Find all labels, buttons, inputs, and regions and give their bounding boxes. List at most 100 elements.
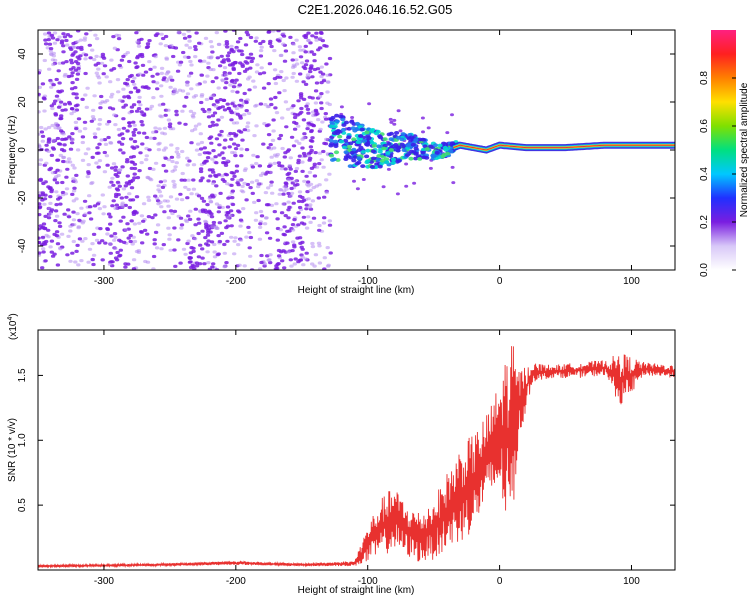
- noise-point: [70, 81, 75, 85]
- noise-point: [281, 32, 286, 36]
- signal-point: [360, 164, 366, 169]
- noise-point: [232, 239, 237, 243]
- noise-point: [91, 253, 97, 257]
- noise-point: [61, 50, 66, 54]
- noise-point: [147, 60, 152, 64]
- noise-point: [213, 226, 218, 230]
- noise-point: [189, 246, 194, 250]
- noise-point: [97, 241, 102, 245]
- noise-point: [300, 160, 305, 164]
- signal-point: [380, 158, 386, 163]
- noise-point: [59, 116, 64, 121]
- noise-point: [162, 132, 168, 136]
- noise-point: [263, 103, 268, 107]
- noise-point: [43, 42, 49, 46]
- noise-point: [53, 99, 58, 103]
- noise-point: [319, 158, 324, 162]
- noise-point: [132, 82, 137, 86]
- noise-point: [178, 192, 183, 196]
- noise-point: [124, 181, 130, 185]
- noise-point: [224, 81, 229, 85]
- noise-point: [272, 210, 277, 214]
- noise-point: [92, 57, 97, 62]
- noise-point: [78, 38, 84, 42]
- noise-point: [298, 55, 304, 59]
- noise-point: [49, 104, 54, 108]
- noise-point: [225, 205, 231, 209]
- noise-point: [327, 56, 333, 61]
- noise-point: [261, 71, 267, 75]
- noise-point: [65, 160, 70, 164]
- noise-point: [266, 133, 272, 137]
- noise-point: [217, 221, 222, 225]
- noise-point: [245, 125, 250, 129]
- noise-point: [54, 190, 59, 194]
- noise-point: [49, 239, 55, 243]
- noise-point: [82, 199, 88, 203]
- noise-point: [216, 173, 222, 177]
- noise-point: [186, 187, 191, 192]
- signal-point: [352, 128, 358, 133]
- noise-point: [211, 170, 216, 174]
- noise-point: [247, 75, 252, 79]
- noise-point: [87, 211, 92, 215]
- noise-point: [58, 153, 63, 157]
- noise-point: [206, 115, 212, 119]
- noise-point: [88, 56, 93, 60]
- noise-point: [105, 163, 110, 167]
- noise-point: [205, 156, 211, 160]
- noise-point: [252, 200, 257, 204]
- noise-point: [290, 223, 296, 227]
- noise-point: [152, 136, 157, 140]
- noise-point: [294, 62, 300, 66]
- spectrogram-x-tick-label: -100: [358, 276, 378, 287]
- noise-point: [321, 221, 327, 225]
- signal-point: [385, 151, 391, 155]
- noise-point: [309, 166, 315, 170]
- noise-point: [166, 226, 171, 230]
- noise-point: [38, 132, 41, 136]
- noise-point: [187, 46, 193, 50]
- noise-point: [318, 127, 323, 131]
- noise-point: [297, 190, 303, 194]
- noise-point: [185, 156, 190, 160]
- noise-point: [392, 122, 397, 126]
- noise-point: [242, 181, 247, 185]
- noise-point: [58, 247, 63, 251]
- noise-point: [296, 161, 301, 165]
- noise-point: [242, 264, 247, 268]
- noise-point: [149, 104, 155, 108]
- noise-point: [163, 169, 169, 173]
- noise-point: [71, 210, 76, 214]
- noise-point: [41, 222, 47, 226]
- noise-point: [129, 186, 135, 190]
- noise-point: [170, 78, 175, 82]
- noise-point: [89, 119, 95, 123]
- noise-point: [132, 139, 138, 144]
- noise-point: [308, 220, 313, 224]
- noise-point: [123, 103, 128, 107]
- noise-point: [167, 125, 173, 129]
- noise-point: [303, 257, 308, 261]
- noise-point: [57, 61, 62, 65]
- noise-point: [276, 161, 282, 165]
- noise-point: [230, 196, 235, 200]
- noise-point: [272, 49, 277, 53]
- signal-point: [437, 143, 443, 148]
- noise-point: [107, 185, 112, 189]
- noise-point: [265, 170, 270, 174]
- noise-point: [199, 196, 205, 200]
- noise-point: [225, 182, 230, 186]
- noise-point: [135, 54, 141, 59]
- noise-point: [306, 197, 311, 201]
- noise-point: [70, 138, 76, 142]
- noise-point: [392, 118, 397, 122]
- noise-point: [231, 85, 237, 89]
- noise-point: [66, 215, 72, 219]
- noise-point: [151, 167, 156, 171]
- noise-point: [134, 211, 139, 215]
- noise-point: [73, 68, 79, 72]
- noise-point: [54, 94, 60, 98]
- noise-point: [308, 182, 314, 186]
- noise-point: [57, 224, 63, 228]
